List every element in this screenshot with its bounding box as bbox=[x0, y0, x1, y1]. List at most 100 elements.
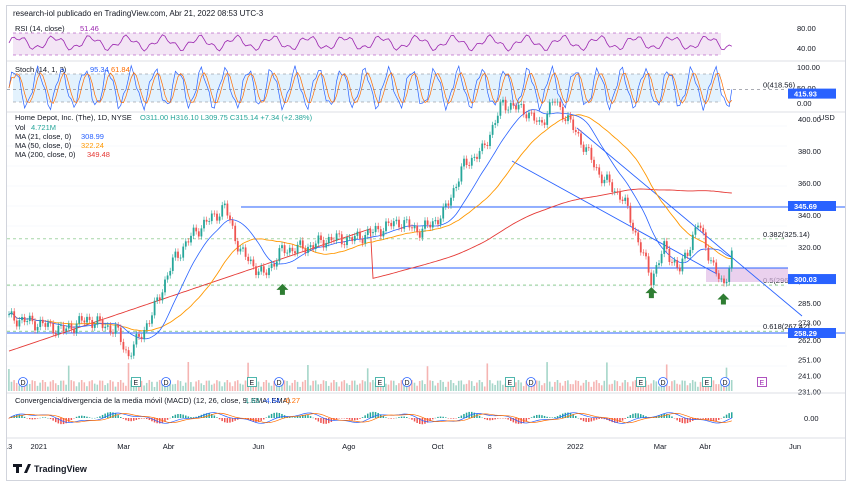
candle-body bbox=[117, 325, 120, 328]
macd-histogram-bar bbox=[429, 418, 431, 422]
candle-body bbox=[327, 236, 330, 244]
macd-histogram-bar bbox=[452, 418, 455, 419]
volume-bar bbox=[62, 380, 65, 391]
volume-bar bbox=[223, 382, 226, 391]
fib-label: 0(418.56) bbox=[763, 80, 796, 89]
macd-histogram-bar bbox=[400, 416, 403, 418]
volume-bar bbox=[413, 382, 416, 391]
macd-histogram-bar bbox=[367, 413, 369, 418]
macd-histogram-bar bbox=[294, 417, 296, 418]
macd-histogram-bar bbox=[372, 411, 374, 418]
candle-body bbox=[52, 323, 55, 334]
volume-bars bbox=[8, 362, 733, 391]
volume-bar bbox=[338, 386, 340, 391]
volume-bar bbox=[437, 382, 439, 391]
volume-bar bbox=[424, 384, 426, 391]
macd-histogram-bar bbox=[44, 417, 47, 418]
macd-histogram-bar bbox=[348, 418, 351, 420]
volume-bar bbox=[489, 380, 491, 391]
macd-histogram-bar bbox=[62, 418, 65, 425]
macd-histogram-bar bbox=[309, 416, 312, 418]
volume-bar bbox=[78, 382, 80, 391]
volume-bar bbox=[457, 380, 460, 391]
volume-bar bbox=[247, 362, 249, 391]
volume-bar bbox=[135, 384, 138, 391]
fib-label: 0.618(267.42) bbox=[763, 322, 810, 331]
macd-histogram-bar bbox=[88, 417, 91, 418]
macd-histogram-bar bbox=[507, 418, 509, 420]
volume-bar bbox=[73, 381, 75, 391]
stoch-d-line bbox=[8, 71, 733, 105]
macd-histogram-bar bbox=[712, 418, 715, 422]
tradingview-logo-icon bbox=[13, 464, 31, 473]
volume-bar bbox=[400, 380, 403, 391]
time-axis-label: Jun bbox=[252, 442, 264, 451]
macd-histogram-bar bbox=[458, 417, 460, 418]
candle-body bbox=[494, 123, 497, 125]
candle-body bbox=[442, 206, 445, 219]
volume-bar bbox=[34, 381, 36, 391]
macd-histogram-bar bbox=[296, 416, 299, 418]
price-axis-label: 241.00 bbox=[798, 372, 821, 381]
candle-body bbox=[229, 215, 231, 221]
candle-body bbox=[166, 275, 169, 280]
candle-body bbox=[460, 166, 463, 182]
macd-histogram-bar bbox=[133, 418, 135, 421]
candle-body bbox=[62, 325, 65, 332]
candle-body bbox=[322, 240, 325, 248]
volume-bar bbox=[621, 382, 624, 391]
macd-histogram-bar bbox=[31, 418, 34, 420]
candle-body bbox=[353, 235, 356, 242]
volume-bar bbox=[221, 386, 223, 391]
candle-body bbox=[421, 228, 424, 238]
candle-body bbox=[416, 225, 419, 233]
volume-bar bbox=[421, 380, 424, 391]
volume-bar bbox=[530, 383, 533, 391]
volume-bar bbox=[75, 386, 78, 391]
volume-bar bbox=[265, 380, 268, 391]
macd-histogram-bar bbox=[260, 418, 262, 421]
trendline-upper[interactable] bbox=[576, 127, 803, 317]
macd-histogram-bar bbox=[218, 418, 221, 420]
vol-value: 4.721M bbox=[31, 123, 56, 132]
candle-body bbox=[171, 257, 174, 271]
price-axis-label: 320.00 bbox=[798, 243, 821, 252]
volume-bar bbox=[39, 382, 41, 391]
candle-body bbox=[369, 229, 372, 234]
macd-histogram-bar bbox=[549, 417, 551, 418]
volume-bar bbox=[335, 382, 338, 391]
volume-bar bbox=[392, 380, 395, 391]
volume-bar bbox=[639, 384, 642, 391]
candle-body bbox=[621, 199, 624, 201]
macd-histogram-bar bbox=[304, 414, 307, 418]
macd-histogram-bar bbox=[445, 417, 447, 418]
volume-bar bbox=[405, 386, 408, 391]
volume-bar bbox=[257, 381, 260, 391]
macd-histogram-bar bbox=[595, 418, 598, 420]
candle-body bbox=[418, 232, 421, 238]
candle-body bbox=[213, 213, 216, 215]
volume-bar bbox=[187, 362, 190, 391]
trendline-lower[interactable] bbox=[511, 160, 718, 275]
macd-histogram-bar bbox=[567, 412, 569, 418]
candle-body bbox=[704, 232, 707, 248]
volume-bar bbox=[356, 384, 359, 391]
candle-body bbox=[444, 203, 447, 207]
macd-histogram-bar bbox=[263, 418, 265, 420]
candle-body bbox=[286, 252, 289, 254]
volume-bar bbox=[28, 383, 31, 391]
candle-body bbox=[590, 147, 593, 160]
macd-histogram-bar bbox=[57, 418, 60, 424]
candle-body bbox=[96, 316, 99, 325]
volume-bar bbox=[717, 384, 720, 391]
macd-histogram-bar bbox=[546, 416, 548, 418]
volume-bar bbox=[431, 380, 434, 391]
tradingview-logo[interactable]: TradingView bbox=[13, 464, 88, 474]
dividend-marker bbox=[161, 377, 171, 387]
macd-histogram-bar bbox=[473, 412, 476, 418]
candle-body bbox=[548, 102, 551, 115]
chart-canvas[interactable]: research-iol publicado en TradingView.co… bbox=[4, 6, 845, 480]
macd-histogram-bar bbox=[598, 418, 600, 419]
volume-bar bbox=[366, 368, 369, 391]
time-axis-label: Jun bbox=[789, 442, 801, 451]
